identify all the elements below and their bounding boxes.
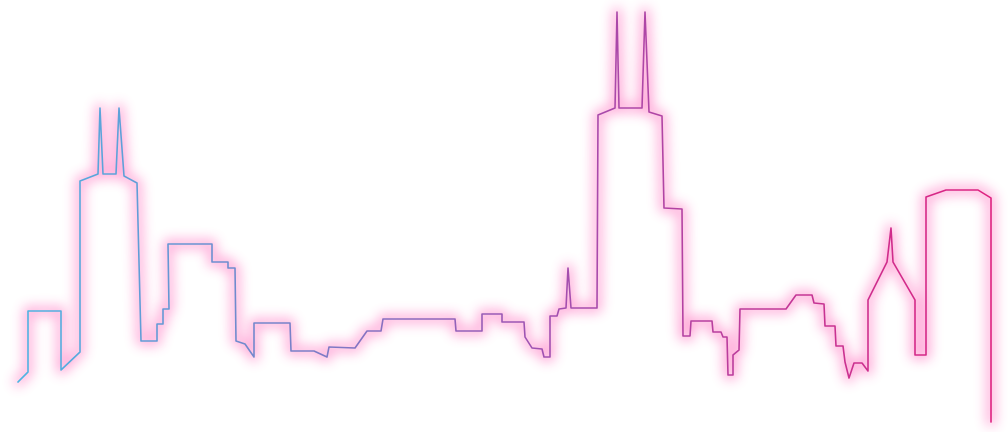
skyline-outline: [17, 11, 992, 423]
